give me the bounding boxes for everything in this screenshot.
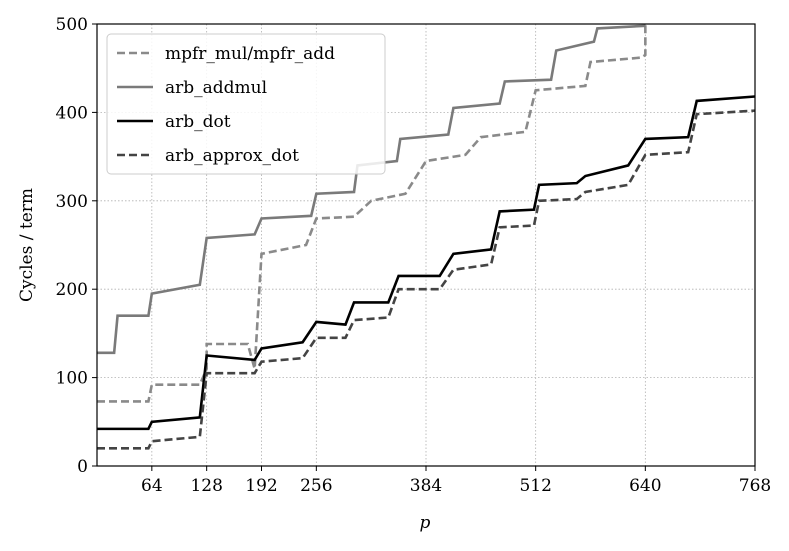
x-axis-label: p: [420, 513, 431, 533]
y-tick-label: 400: [56, 103, 88, 123]
legend-box: [106, 33, 386, 175]
series-line: [97, 24, 647, 403]
x-tick-label: 128: [190, 476, 222, 496]
y-tick-label: 300: [56, 192, 88, 212]
y-tick-label: 100: [56, 369, 88, 389]
y-axis-label: Cycles / term: [17, 188, 37, 302]
y-tick-label: 200: [56, 280, 88, 300]
legend-label: arb_approx_dot: [165, 146, 299, 166]
x-tick-label: 192: [245, 476, 277, 496]
x-tick-label: 512: [519, 476, 551, 496]
x-tick-label: 384: [410, 476, 442, 496]
legend-label: arb_dot: [165, 112, 231, 132]
x-tick-label: 256: [300, 476, 332, 496]
y-tick-label: 500: [56, 15, 88, 35]
x-tick-label: 768: [739, 476, 771, 496]
legend-label: arb_addmul: [165, 78, 267, 98]
series-line: [97, 109, 755, 450]
legend-label: mpfr_mul/mpfr_add: [165, 44, 335, 64]
x-tick-label: 64: [141, 476, 163, 496]
x-tick-label: 640: [629, 476, 661, 496]
plot-frame: [96, 23, 756, 467]
series-line: [97, 24, 646, 355]
y-tick-label: 0: [77, 457, 88, 477]
series-line: [97, 95, 755, 431]
